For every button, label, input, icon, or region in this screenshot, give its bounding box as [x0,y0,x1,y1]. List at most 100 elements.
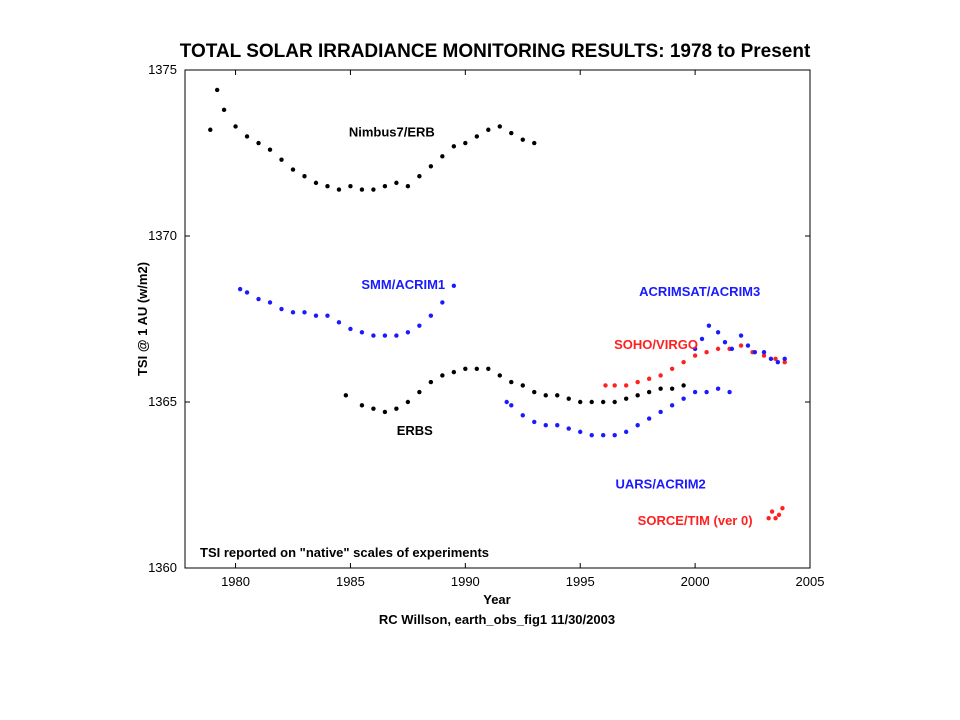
data-point [463,140,468,146]
data-point [761,353,767,358]
data-point [722,340,728,345]
data-point [371,406,376,411]
data-point [635,379,640,385]
data-point [417,174,422,179]
series-label: SORCE/TIM (ver 0) [638,513,753,528]
data-point [761,350,767,355]
y-tick-label: 1370 [148,228,177,243]
x-tick-label: 1990 [451,574,480,589]
series-label: ACRIMSAT/ACRIM3 [639,284,760,299]
data-point [428,379,434,385]
data-point [699,336,705,342]
data-point [745,343,751,348]
data-point [681,383,686,388]
data-point [405,184,411,189]
data-point [775,359,781,365]
scale-note: TSI reported on "native" scales of exper… [200,545,489,560]
data-point [776,512,782,518]
data-point [773,356,778,362]
data-point [589,433,594,438]
data-point [267,147,273,152]
data-point [612,383,617,388]
data-point [600,433,606,438]
data-point [658,409,663,415]
data-point [623,396,629,401]
data-point [658,373,663,378]
x-tick-label: 1995 [566,574,595,589]
data-point [532,140,537,146]
data-point [256,140,261,146]
data-point [348,184,353,189]
y-tick-label: 1375 [148,62,177,77]
data-point [555,423,560,428]
series-label: UARS/ACRIM2 [615,476,705,491]
data-point [635,393,640,398]
chart-title: TOTAL SOLAR IRRADIANCE MONITORING RESULT… [180,41,811,62]
data-point [256,296,261,302]
data-point [773,516,778,521]
data-point [359,330,365,335]
data-point [715,386,721,391]
data-point [603,383,608,388]
data-point [623,383,629,388]
y-axis-label: TSI @ 1 AU (w/m2) [135,262,150,376]
data-point [440,154,445,159]
data-point [497,124,502,129]
data-point [417,389,422,395]
data-point [623,429,629,435]
data-points-layer [208,87,787,521]
data-point [325,184,330,189]
data-point [738,333,744,338]
data-point [715,346,721,352]
x-tick-label: 1985 [336,574,365,589]
data-point [451,144,457,149]
data-point [768,356,774,362]
data-point [532,419,537,425]
plot-frame [184,69,811,569]
data-point [766,516,771,521]
data-point [394,333,399,338]
data-point [509,379,514,385]
data-point [371,333,376,338]
data-point [578,399,583,405]
data-point [566,426,571,431]
data-point [497,373,502,378]
data-point [451,369,457,375]
data-point [267,300,273,305]
data-point [504,399,509,405]
data-point [635,423,640,428]
axes-layer: 1980 1985 1990 1995 2000 2005 1360 1365 1370 1375 [148,62,824,589]
data-point [221,107,227,113]
data-point [382,333,388,338]
data-point [692,389,698,395]
data-point [405,330,411,335]
data-point [440,373,445,378]
data-point [520,383,525,388]
data-point [348,326,353,332]
x-axis-label: Year [483,592,510,607]
data-point [612,433,617,438]
data-point [589,399,594,405]
data-point [244,134,250,139]
data-point [474,134,480,139]
data-point [290,310,296,315]
series-label: Nimbus7/ERB [349,124,435,139]
data-point [290,167,296,172]
data-point [566,396,571,401]
data-point [780,506,785,511]
data-point [509,130,514,136]
data-point [325,313,330,318]
data-point [279,157,284,162]
data-point [706,323,712,328]
data-point [440,300,445,305]
data-point [451,283,457,288]
data-point [520,413,525,418]
data-point [681,396,686,401]
data-point [336,320,342,325]
data-point [313,313,319,318]
data-point [336,187,342,192]
data-point [343,393,349,398]
x-tick-label: 2000 [681,574,710,589]
data-point [681,359,686,365]
data-point [463,366,468,371]
